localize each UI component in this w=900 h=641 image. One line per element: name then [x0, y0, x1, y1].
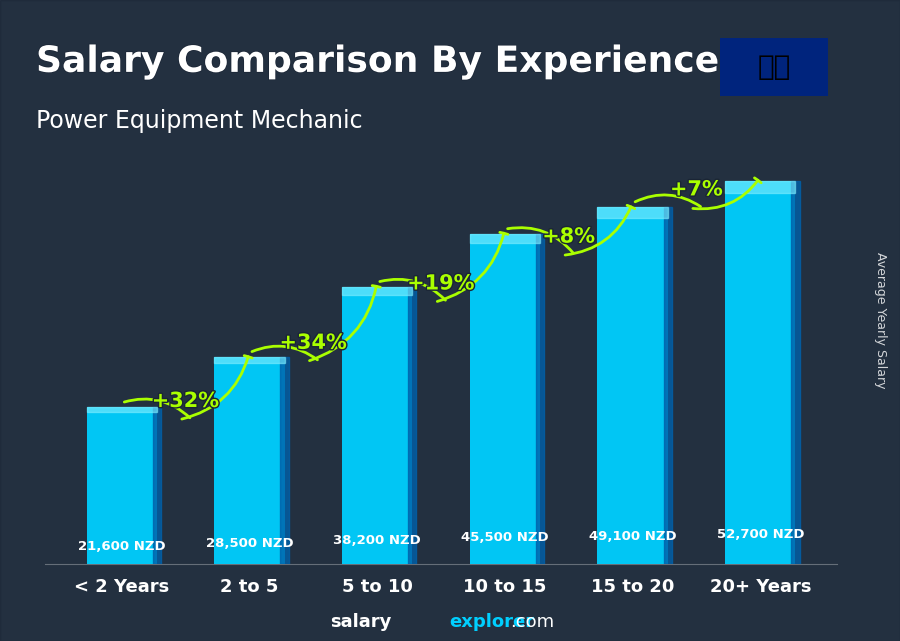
Bar — [342, 287, 412, 295]
Text: explorer: explorer — [449, 613, 535, 631]
Text: 49,100 NZD: 49,100 NZD — [589, 529, 677, 543]
Bar — [725, 181, 796, 193]
Text: Average Yearly Salary: Average Yearly Salary — [874, 253, 886, 388]
Bar — [725, 181, 796, 564]
Text: 28,500 NZD: 28,500 NZD — [205, 537, 293, 550]
Text: Power Equipment Mechanic: Power Equipment Mechanic — [36, 109, 363, 133]
Bar — [470, 233, 540, 564]
Bar — [598, 208, 668, 564]
FancyBboxPatch shape — [280, 357, 289, 564]
Bar — [214, 357, 284, 363]
Bar — [342, 287, 412, 564]
Text: 21,600 NZD: 21,600 NZD — [77, 540, 166, 553]
Bar — [470, 233, 540, 244]
Text: 52,700 NZD: 52,700 NZD — [716, 528, 804, 541]
Text: +32%: +32% — [152, 391, 220, 411]
FancyBboxPatch shape — [408, 287, 417, 564]
Bar — [598, 208, 668, 218]
Bar — [86, 407, 157, 564]
FancyBboxPatch shape — [791, 181, 800, 564]
Text: .com: .com — [510, 613, 554, 631]
Bar — [214, 357, 284, 564]
Text: +7%: +7% — [670, 179, 723, 199]
Text: +34%: +34% — [280, 333, 347, 353]
Text: Salary Comparison By Experience: Salary Comparison By Experience — [36, 45, 719, 79]
Text: 🇳🇿: 🇳🇿 — [758, 53, 790, 81]
Text: +8%: +8% — [542, 227, 595, 247]
FancyBboxPatch shape — [153, 407, 161, 564]
Text: 45,500 NZD: 45,500 NZD — [461, 531, 549, 544]
Bar — [86, 407, 157, 412]
Text: salary: salary — [330, 613, 392, 631]
FancyBboxPatch shape — [536, 233, 544, 564]
Text: 38,200 NZD: 38,200 NZD — [333, 533, 421, 547]
Text: +19%: +19% — [407, 274, 475, 294]
FancyBboxPatch shape — [663, 208, 672, 564]
